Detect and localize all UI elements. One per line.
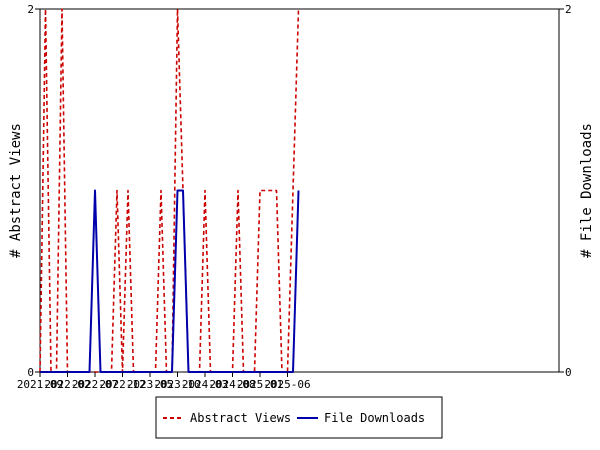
series-layer: [39, 8, 300, 373]
y-axis-left-title: # Abstract Views: [8, 123, 24, 258]
y-axis-right-title: # File Downloads: [579, 123, 595, 258]
legend-label-abstract-views: Abstract Views: [190, 411, 291, 425]
x-tick-label: 2023-05: [127, 378, 173, 391]
x-tick-label: 2022-02: [44, 378, 90, 391]
legend: Abstract Views File Downloads: [155, 396, 443, 439]
y-axis-right: 02: [559, 3, 572, 379]
legend-label-file-downloads: File Downloads: [324, 411, 425, 425]
y-axis-left: 02: [27, 3, 40, 379]
x-tick-label: 2025-01: [237, 378, 283, 391]
series-line-file-downloads: [40, 189, 300, 373]
y-left-tick-label: 0: [27, 366, 34, 379]
x-tick-label: 2022-07: [72, 378, 118, 391]
x-tick-label: 2021-09: [17, 378, 63, 391]
x-tick-label: 2023-10: [154, 378, 200, 391]
y-right-tick-label: 2: [565, 3, 572, 16]
plot-area: [39, 8, 560, 373]
x-axis: 2021-092022-022022-072022-122023-052023-…: [17, 372, 311, 391]
plot-frame: [39, 8, 560, 373]
y-right-tick-label: 0: [565, 366, 572, 379]
x-tick-label: 2025-06: [264, 378, 310, 391]
y-left-tick-label: 2: [27, 3, 34, 16]
x-tick-label: 2022-12: [99, 378, 145, 391]
x-tick-label: 2024-08: [209, 378, 255, 391]
series-line-abstract-views: [39, 8, 300, 373]
x-tick-label: 2024-03: [182, 378, 228, 391]
